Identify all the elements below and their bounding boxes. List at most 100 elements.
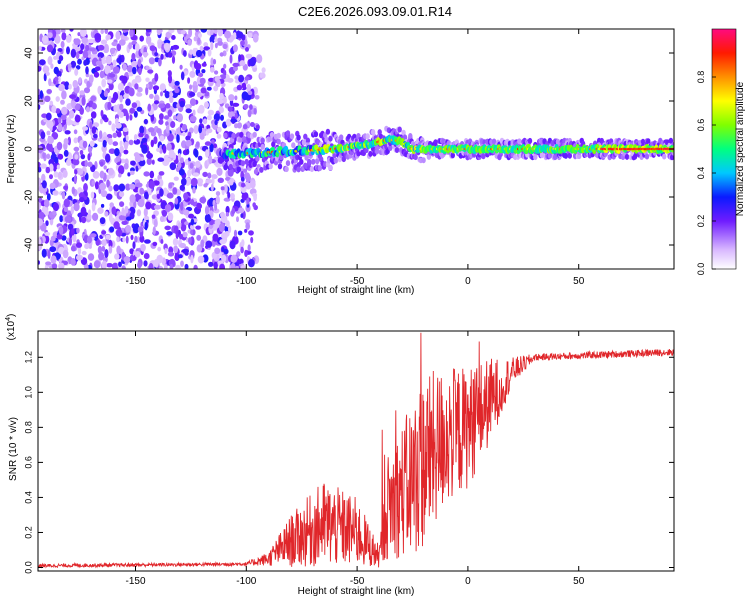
spectrogram-noise-cell (127, 172, 131, 177)
spectrogram-halo-cell (291, 142, 296, 149)
spectrogram-noise-cell (80, 43, 85, 51)
spectrogram-noise-cell (216, 126, 222, 133)
spectrogram-noise-cell (101, 230, 107, 235)
spectrogram-noise-cell (107, 167, 114, 176)
spectrogram-noise-cell (87, 161, 93, 168)
spectrogram-noise-cell (62, 169, 68, 178)
spectrogram-noise-cell (79, 90, 85, 96)
spectrogram-noise-cell (233, 65, 238, 72)
spectrogram-noise-cell (142, 52, 149, 57)
spectrogram-noise-cell (200, 29, 208, 33)
spectrogram-noise-cell (57, 153, 64, 160)
spectrogram-noise-cell (119, 103, 124, 111)
spectrogram-noise-cell (240, 246, 244, 254)
spectrogram-halo-cell (577, 153, 582, 160)
spectrogram-noise-cell (222, 43, 228, 50)
spectrogram-noise-cell (47, 136, 54, 145)
spectrogram-noise-cell (109, 47, 116, 55)
spectrogram-noise-cell (128, 42, 133, 50)
spectrogram-noise-cell (108, 213, 113, 223)
spectrogram-noise-cell (167, 251, 175, 257)
spectrogram-noise-cell (195, 63, 202, 70)
spectrogram-noise-cell (39, 90, 44, 99)
spectrogram-halo-cell (328, 164, 333, 171)
spectrogram-noise-cell (108, 95, 112, 102)
spectrogram-noise-cell (149, 45, 156, 52)
spectrogram-halo-cell (401, 129, 406, 136)
spectrogram-noise-cell (189, 91, 196, 97)
spectrogram-noise-cell (59, 215, 64, 223)
spectrogram-noise-cell (108, 73, 116, 78)
spectrogram-noise-cell (188, 237, 192, 245)
spectrogram-noise-cell (116, 236, 120, 243)
spectrogram-noise-cell (224, 184, 228, 194)
spectrogram-noise-cell (153, 210, 160, 217)
spectrogram-halo-cell (397, 126, 402, 133)
spectrogram-noise-cell (143, 260, 148, 267)
spectrogram-noise-cell (192, 84, 198, 93)
spectrogram-halo-cell (303, 133, 308, 140)
spectrogram-noise-cell (103, 165, 107, 170)
spectrogram-noise-cell (163, 264, 168, 269)
spectrogram-halo-cell (269, 132, 275, 138)
spectrogram-noise-cell (119, 191, 125, 198)
spectrogram-noise-cell (53, 66, 59, 75)
spectrogram-noise-cell (237, 230, 243, 236)
spectrogram-noise-cell (149, 93, 154, 99)
spectrogram-noise-cell (38, 65, 42, 72)
spectrogram-noise-cell (134, 154, 142, 163)
spectrogram-noise-cell (123, 93, 129, 99)
spectrogram-noise-cell (63, 149, 69, 157)
spectrogram-noise-cell (244, 228, 248, 233)
spectrogram-noise-cell (201, 62, 207, 67)
spectrogram-noise-cell (219, 239, 227, 245)
spectrogram-noise-cell (74, 154, 79, 160)
spectrogram-noise-cell (99, 130, 103, 140)
spectrogram-noise-cell (159, 113, 164, 121)
spectrogram-noise-cell (180, 222, 187, 232)
spectrogram-noise-cell (168, 95, 174, 104)
spectrogram-noise-cell (214, 203, 218, 211)
spectrogram-noise-cell (167, 52, 173, 58)
spectrogram-noise-cell (137, 198, 145, 208)
spectrogram-noise-cell (67, 63, 72, 69)
spectrogram-halo-cell (296, 166, 301, 173)
spectrogram-noise-cell (57, 48, 63, 52)
spectrogram-noise-cell (99, 161, 104, 167)
spectrogram-noise-cell (93, 133, 98, 139)
spectrogram-noise-cell (56, 164, 61, 170)
spectrogram-noise-cell (107, 137, 113, 146)
spectrogram-noise-cell (99, 170, 105, 179)
spectrogram-noise-cell (219, 92, 224, 100)
spectrogram-noise-cell (176, 103, 181, 109)
x-tick-label: -150 (125, 576, 145, 587)
spectrogram-noise-cell (43, 73, 47, 82)
spectrogram-noise-cell (44, 209, 49, 216)
spectrogram-noise-cell (212, 233, 219, 242)
spectrogram-noise-cell (101, 78, 107, 88)
spectrogram-noise-cell (118, 56, 122, 65)
spectrogram-noise-cell (152, 85, 160, 91)
spectrogram-noise-cell (245, 53, 253, 59)
spectrogram-noise-cell (145, 201, 152, 210)
spectrogram-y-axis-label: Frequency (Hz) (6, 115, 17, 184)
spectrogram-noise-cell (58, 262, 65, 269)
spectrogram-halo-cell (285, 160, 291, 167)
spectrogram-halo-cell (231, 132, 236, 139)
spectrogram-noise-cell (66, 158, 72, 166)
spectrogram-noise-cell (229, 177, 235, 183)
spectrogram-noise-cell (174, 87, 180, 94)
spectrogram-noise-cell (189, 84, 193, 90)
spectrogram-noise-cell (213, 113, 221, 122)
spectrogram-noise-cell (38, 59, 46, 66)
spectrogram-noise-cell (105, 234, 111, 240)
spectrogram-noise-cell (100, 190, 108, 198)
spectrogram-noise-cell (247, 244, 251, 252)
spectrogram-noise-cell (140, 221, 144, 228)
spectrogram-noise-cell (249, 122, 255, 127)
spectrogram-noise-cell (230, 262, 236, 269)
colorbar-ticks: 0.0 0.2 0.4 0.6 0.8 (696, 71, 716, 275)
spectrogram-noise-cell (70, 245, 76, 252)
spectrogram-noise-cell (195, 29, 200, 33)
spectrogram-noise-cell (178, 168, 185, 176)
